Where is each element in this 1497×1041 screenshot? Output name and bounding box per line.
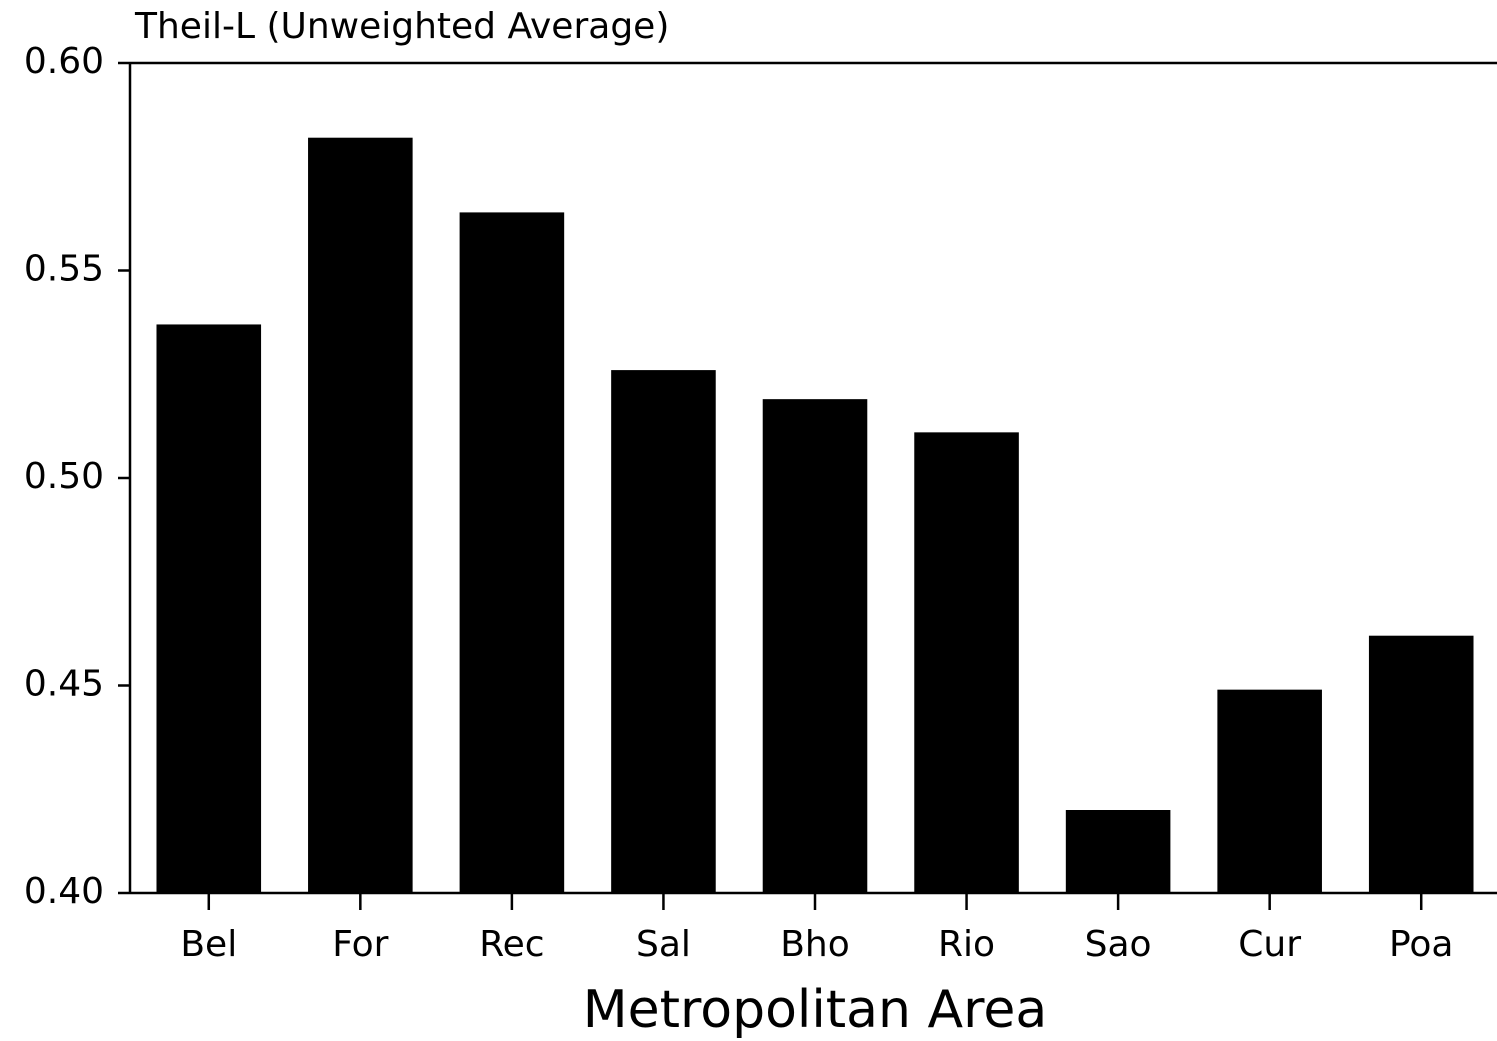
y-tick-label: 0.60 — [24, 41, 104, 82]
bar — [762, 399, 868, 893]
bar — [914, 432, 1019, 893]
bar — [459, 212, 565, 893]
bar — [1065, 810, 1171, 893]
bar — [308, 137, 413, 893]
y-tick-label: 0.50 — [24, 456, 104, 497]
x-tick-label: Rec — [479, 924, 544, 965]
bar — [611, 370, 716, 894]
x-tick-label: Bel — [180, 924, 237, 965]
y-tick-label: 0.40 — [24, 871, 104, 912]
chart-title: Theil-L (Unweighted Average) — [134, 6, 669, 47]
bar — [1217, 689, 1322, 893]
x-axis-label: Metropolitan Area — [583, 980, 1047, 1040]
x-tick-label: Rio — [938, 924, 995, 965]
x-tick-label: Bho — [780, 924, 850, 965]
x-tick-label: For — [332, 924, 388, 965]
y-tick-label: 0.45 — [24, 664, 104, 705]
x-tick-label: Sal — [636, 924, 691, 965]
bar — [156, 324, 262, 893]
y-tick-label: 0.55 — [24, 249, 104, 290]
x-tick-label: Sao — [1085, 924, 1152, 965]
x-tick-label: Cur — [1238, 924, 1301, 965]
x-tick-label: Poa — [1389, 924, 1454, 965]
bar — [1368, 635, 1474, 893]
